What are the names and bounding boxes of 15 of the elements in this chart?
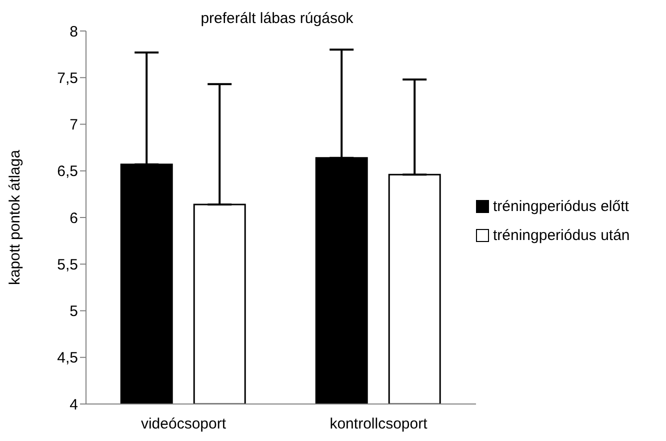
y-tick-label: 5 — [70, 303, 78, 320]
y-tick-label: 4,5 — [57, 350, 78, 367]
legend-label: tréningperiódus után — [493, 226, 630, 244]
y-tick-label: 7,5 — [57, 70, 78, 87]
x-tick-label: kontrollcsoport — [330, 416, 428, 433]
chart-title: preferált lábas rúgások — [200, 10, 354, 27]
y-tick-label: 7 — [70, 116, 78, 134]
y-tick-label: 5,5 — [57, 256, 78, 274]
y-tick-label: 6 — [70, 210, 78, 227]
legend-label: tréningperiódus előtt — [493, 198, 629, 214]
y-tick-label: 6,5 — [57, 163, 78, 180]
y-tick-label: 4 — [70, 396, 78, 414]
y-axis-title: kapott pontok átlaga — [6, 149, 24, 286]
y-tick-label: 8 — [70, 23, 78, 40]
x-tick-label: videócsoport — [140, 416, 227, 433]
